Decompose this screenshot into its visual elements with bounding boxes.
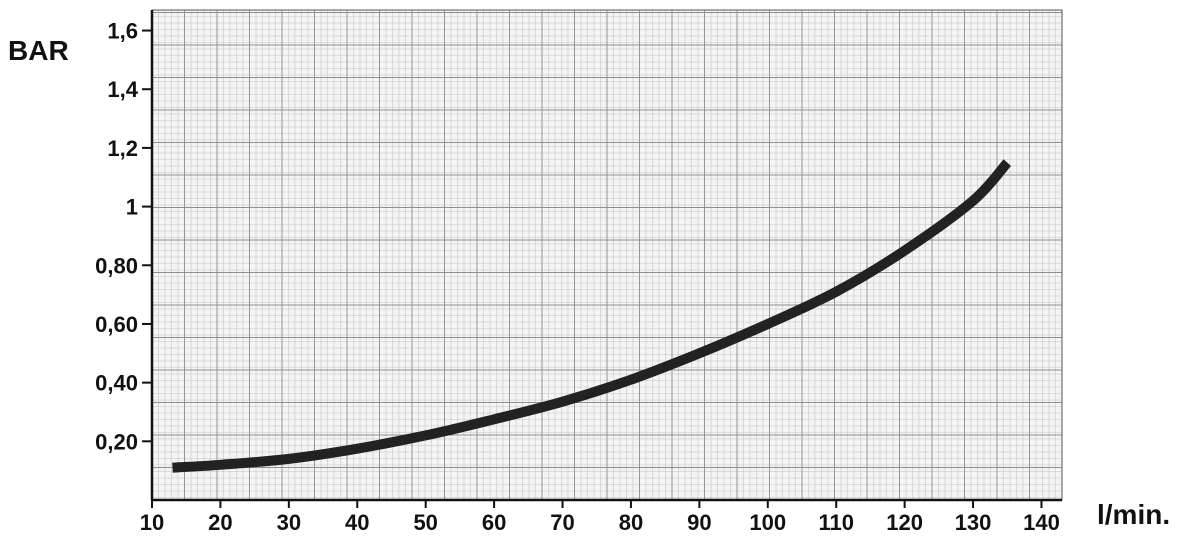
x-tick-label: 10	[140, 510, 164, 535]
series-layer	[172, 159, 1012, 473]
y-tick-label: 0,20	[95, 429, 138, 454]
y-tick-label: 0,60	[95, 312, 138, 337]
y-tick-label: 0,40	[95, 371, 138, 396]
x-tick-label: 110	[818, 510, 854, 535]
x-tick-label: 50	[413, 510, 437, 535]
x-tick-label: 20	[208, 510, 232, 535]
x-tick-label: 100	[749, 510, 786, 535]
y-tick-label: 1,6	[107, 19, 138, 44]
x-tick-label: 90	[687, 510, 711, 535]
y-tick-label: 0,80	[95, 253, 138, 278]
x-tick-label: 120	[886, 510, 923, 535]
x-tick-label: 70	[550, 510, 574, 535]
x-tick-label: 80	[619, 510, 643, 535]
y-tick-label: 1,2	[107, 136, 138, 161]
x-axis-title: l/min.	[1097, 499, 1170, 530]
y-tick-label: 1,4	[107, 77, 138, 102]
x-tick-label: 60	[482, 510, 506, 535]
x-tick-label: 140	[1023, 510, 1060, 535]
x-axis-ticks: 10 20 30 40 50 60 70 80 90 100 110 120 130 140	[140, 500, 1060, 535]
y-tick-label: 1	[126, 195, 138, 220]
x-tick-label: 130	[955, 510, 992, 535]
y-axis-ticks: 0,20 0,40 0,60 0,80 1 1,2 1,4 1,6	[95, 19, 152, 454]
series-line	[172, 159, 1012, 473]
x-tick-label: 40	[345, 510, 369, 535]
y-axis-title: BAR	[8, 35, 69, 66]
x-tick-label: 30	[277, 510, 301, 535]
